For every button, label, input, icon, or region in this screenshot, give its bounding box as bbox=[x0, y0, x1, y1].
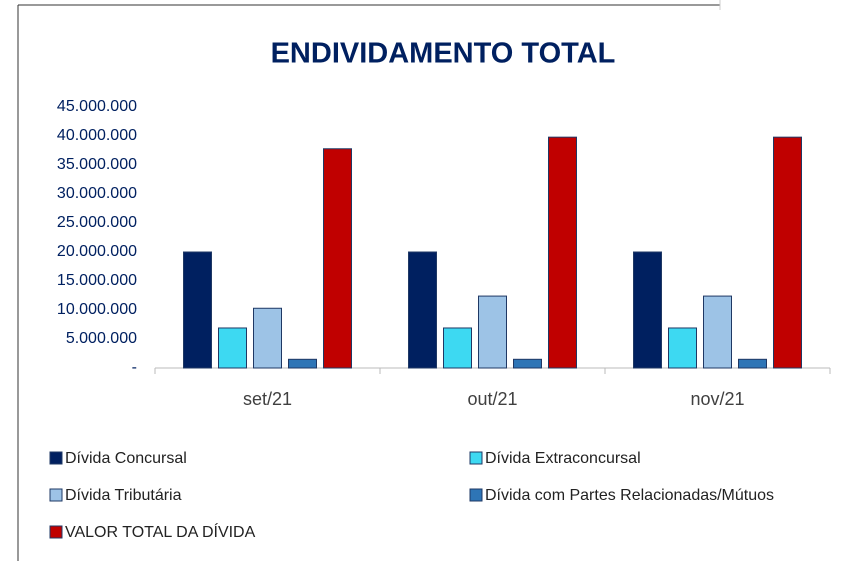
y-tick-label: 25.000.000 bbox=[57, 214, 137, 231]
y-tick-label: 15.000.000 bbox=[57, 272, 137, 289]
bar bbox=[218, 327, 247, 369]
x-tick-label: out/21 bbox=[467, 389, 517, 409]
bar bbox=[773, 136, 802, 369]
x-tick-label: set/21 bbox=[243, 389, 292, 409]
legend-label: Dívida Concursal bbox=[65, 450, 187, 467]
x-tick-label: nov/21 bbox=[690, 389, 744, 409]
y-tick-label: 10.000.000 bbox=[57, 301, 137, 318]
legend-swatch bbox=[49, 525, 63, 539]
y-tick-label: 30.000.000 bbox=[57, 185, 137, 202]
legend-swatch bbox=[49, 488, 63, 502]
legend-label: Dívida Tributária bbox=[65, 487, 182, 504]
y-tick-label: 5.000.000 bbox=[66, 330, 137, 347]
legend-label: VALOR TOTAL DA DÍVIDA bbox=[65, 522, 256, 541]
bar bbox=[668, 327, 697, 369]
bar bbox=[738, 358, 767, 369]
y-tick-label: 35.000.000 bbox=[57, 156, 137, 173]
legend-label: Dívida com Partes Relacionadas/Mútuos bbox=[485, 487, 774, 504]
y-tick-label: - bbox=[132, 359, 137, 376]
legend-swatch bbox=[469, 488, 483, 502]
chart-title: ENDIVIDAMENTO TOTAL bbox=[271, 38, 616, 70]
bar bbox=[253, 307, 282, 369]
bar bbox=[548, 136, 577, 369]
bar bbox=[703, 295, 732, 369]
bar bbox=[633, 251, 662, 369]
legend-swatch bbox=[49, 451, 63, 465]
bar bbox=[443, 327, 472, 369]
y-tick-label: 20.000.000 bbox=[57, 243, 137, 260]
bar bbox=[408, 251, 437, 369]
bar bbox=[513, 358, 542, 369]
bar bbox=[288, 358, 317, 369]
legend-label: Dívida Extraconcursal bbox=[485, 450, 641, 467]
bar bbox=[183, 251, 212, 369]
bar bbox=[478, 295, 507, 369]
legend-swatch bbox=[469, 451, 483, 465]
bar bbox=[323, 148, 352, 369]
y-tick-label: 40.000.000 bbox=[57, 127, 137, 144]
y-tick-label: 45.000.000 bbox=[57, 98, 137, 115]
